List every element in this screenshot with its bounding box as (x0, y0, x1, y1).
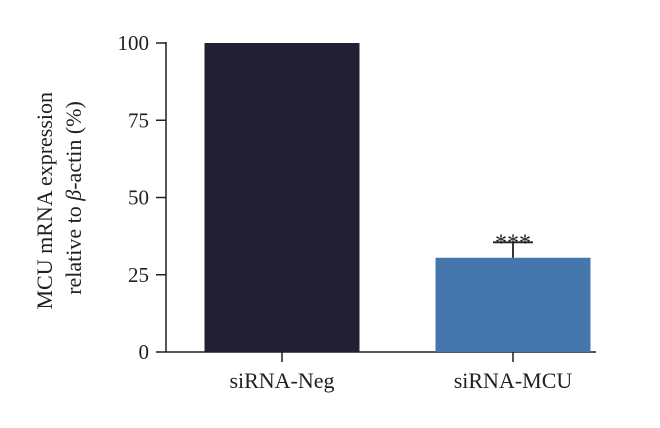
bar-sirna-mcu (435, 257, 591, 352)
y-axis-title-prefix: relative to (61, 201, 86, 295)
y-axis-title-line1: MCU mRNA expression (32, 92, 57, 310)
x-ticks: siRNA-Neg siRNA-MCU (229, 352, 572, 393)
y-tick-label: 75 (128, 108, 149, 132)
bars: *** (204, 43, 591, 352)
x-tick-label: siRNA-MCU (454, 368, 573, 393)
y-tick-label: 100 (118, 31, 150, 55)
y-ticks: 0 25 50 75 100 (118, 31, 166, 364)
y-axis-title-line2: relative to β-actin (%) (61, 101, 86, 295)
y-tick-label: 50 (128, 186, 149, 210)
y-axis-title: MCU mRNA expression relative to β-actin … (32, 86, 86, 309)
y-axis-title-suffix: -actin (%) (61, 101, 86, 190)
x-tick-label: siRNA-Neg (229, 368, 334, 393)
significance-label: *** (495, 230, 531, 256)
y-tick-label: 0 (139, 340, 150, 364)
y-tick-label: 25 (128, 263, 149, 287)
bar-sirna-neg (204, 43, 360, 352)
y-axis-title-symbol: β (61, 190, 86, 202)
